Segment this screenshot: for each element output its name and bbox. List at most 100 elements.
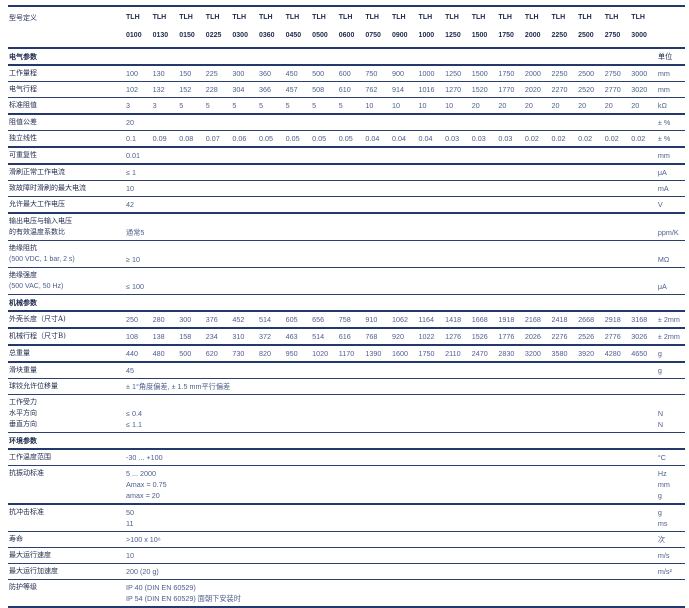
- text-line: 垂直方向: [9, 420, 37, 428]
- text-line: 工作受力: [9, 398, 37, 406]
- text-line: 42: [126, 200, 135, 209]
- row-label: 电气参数: [8, 48, 126, 65]
- text-line: 11: [126, 519, 134, 528]
- value-cell: 108: [126, 332, 139, 341]
- value-cell: ≤ 0.4 ≤ 1.1: [126, 395, 658, 433]
- text-line: 最大运行加速度: [9, 567, 58, 575]
- text-line: ± 2mm: [657, 332, 680, 341]
- value-cell: 42: [126, 197, 658, 214]
- value-cell: 158: [179, 332, 192, 341]
- row-label: 工作受力 水平方向 垂直方向: [8, 395, 126, 433]
- spec-row: 独立线性 0.1 0.09 0.08 0.07 0.06 0.05 0.05 0.05 0.05 0…: [8, 131, 685, 148]
- text-line: μA: [657, 282, 667, 291]
- value-cell: 2668: [578, 315, 595, 324]
- text-line: 电气行程: [9, 85, 37, 93]
- value-cell: 2250: [551, 69, 568, 78]
- value-cell: 250: [126, 315, 139, 324]
- value-cell: [126, 48, 658, 65]
- value-cell: 463: [285, 332, 298, 341]
- text-line: 2750: [604, 32, 621, 39]
- row-label: 工作量程: [8, 65, 126, 82]
- text-line: TLH: [258, 14, 273, 21]
- value-cell: 102: [126, 85, 139, 94]
- text-line: kΩ: [657, 101, 667, 110]
- unit-cell: mA: [658, 181, 685, 197]
- value-cell: 514: [312, 332, 325, 341]
- spec-row: 滑刷正常工作电流 ≤ 1 μA: [8, 164, 685, 181]
- value-cell: 2526: [578, 332, 595, 341]
- value-cell: 3: [126, 101, 131, 110]
- value-cell: 4650: [631, 349, 648, 358]
- text-line: 独立线性: [9, 134, 37, 142]
- value-cell: 3580: [551, 349, 568, 358]
- text-line: IP 40 (DIN EN 60529): [126, 583, 196, 592]
- value-cell: 132: [152, 85, 165, 94]
- text-line: TLH: [285, 14, 300, 21]
- value-cell: 1776: [498, 332, 515, 341]
- text-line: 的有效温度系数比: [9, 228, 65, 236]
- text-line: mm: [657, 85, 670, 94]
- text-line: TLH: [418, 14, 433, 21]
- text-line: 最大运行速度: [9, 551, 51, 559]
- text-line: ≥ 10: [126, 255, 140, 264]
- row-label: 机械行程（尺寸B): [8, 328, 126, 345]
- value-cell: >100 x 10⁶: [126, 532, 658, 548]
- unit-cell: mm: [658, 147, 685, 164]
- row-label: 独立线性: [8, 131, 126, 148]
- value-cell: 300: [232, 69, 245, 78]
- text-line: TLH: [179, 14, 193, 21]
- spec-row: 输出电压与输入电压 的有效温度系数比 通常5 ppm/K: [8, 213, 685, 241]
- text-line: 通常5: [126, 228, 145, 237]
- spec-row: 绝缘强度 (500 VAC, 50 Hz) ≤ 100 μA: [8, 268, 685, 295]
- value-cell: 100: [126, 69, 139, 78]
- spec-row: 抗冲击标准 50 11 g ms: [8, 504, 685, 532]
- value-cell: 50 11: [126, 504, 658, 532]
- value-cell: 225: [205, 69, 218, 78]
- text-line: TLH: [152, 14, 167, 21]
- value-cell: 1770: [498, 85, 515, 94]
- model-header: TLH 0130: [153, 7, 180, 48]
- text-line: g: [657, 508, 662, 517]
- row-label: 抗冲击标准: [8, 504, 126, 532]
- text-line: 3000: [631, 32, 647, 39]
- row-label: 绝缘阻抗 (500 VDC, 1 bar, 2 s): [8, 241, 126, 268]
- value-cell: 768: [365, 332, 378, 341]
- value-cell: 914: [391, 85, 404, 94]
- text-line: TLH: [205, 14, 220, 21]
- value-cell: 1918: [498, 315, 515, 324]
- value-cell: 1750: [418, 349, 435, 358]
- value-cell: 1020: [312, 349, 329, 358]
- model-header: TLH 2500: [578, 7, 605, 48]
- value-cell: 5: [179, 101, 184, 110]
- value-cell: 750: [365, 69, 378, 78]
- unit-cell: [658, 295, 685, 312]
- value-cell: 1668: [471, 315, 488, 324]
- value-cell: 616: [338, 332, 351, 341]
- spec-row: 致故障时滑刷的最大电流 10 mA: [8, 181, 685, 197]
- value-cell: 3168: [631, 315, 648, 324]
- text-line: 2250: [551, 32, 568, 39]
- value-cell: 228: [205, 85, 218, 94]
- value-cell: 2500: [578, 69, 595, 78]
- value-cell: 372: [258, 332, 271, 341]
- text-line: m/s: [657, 551, 670, 560]
- value-cell: 2750: [604, 69, 621, 78]
- value-cell: [126, 433, 658, 450]
- value-cell: 480: [152, 349, 165, 358]
- text-line: 10: [126, 551, 135, 560]
- row-label: 环境参数: [8, 433, 126, 450]
- value-cell: 450: [285, 69, 298, 78]
- text-line: (500 VAC, 50 Hz): [9, 283, 64, 290]
- value-cell: 1276: [445, 332, 462, 341]
- unit-cell: 单位: [658, 48, 685, 65]
- text-line: 50: [126, 508, 135, 517]
- value-cell: 1062: [391, 315, 408, 324]
- unit-cell: kΩ: [658, 98, 685, 115]
- value-cell: 440: [126, 349, 139, 358]
- value-cell: 10: [391, 101, 400, 110]
- text-line: mA: [657, 184, 669, 193]
- value-cell: 0.06: [232, 134, 247, 143]
- value-cell: 900: [391, 69, 404, 78]
- model-header: TLH 0900: [392, 7, 419, 48]
- text-line: 次: [657, 535, 666, 544]
